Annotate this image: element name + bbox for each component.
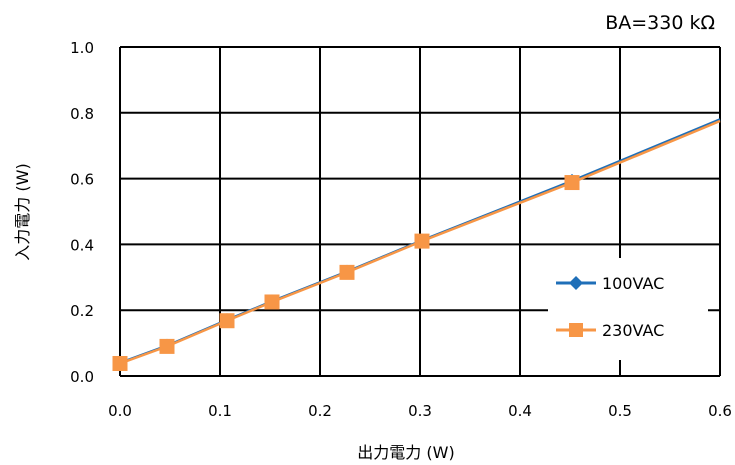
legend-marker-230vac <box>569 323 583 337</box>
legend-marker-100vac <box>569 276 583 290</box>
data-point-230vac <box>112 355 128 371</box>
x-tick-label: 0.5 <box>608 402 632 420</box>
y-tick-label: 1.0 <box>70 39 94 57</box>
tick-labels: 0.0 0.1 0.2 0.3 0.4 0.5 0.6 0.0 0.2 0.4 0.6 0.8 1.0 <box>70 39 732 420</box>
annotation-label: BA=330 kΩ <box>605 12 715 34</box>
y-tick-label: 0.0 <box>70 368 94 386</box>
data-point-230vac <box>339 264 355 280</box>
legend-label-230vac: 230VAC <box>602 321 664 340</box>
series-line-230vac <box>119 119 721 365</box>
data-point-230vac <box>219 313 235 329</box>
x-tick-label: 0.3 <box>408 402 432 420</box>
series-layer <box>112 118 721 371</box>
legend-background <box>548 258 708 360</box>
annotation-background <box>558 4 726 42</box>
legend-label-100vac: 100VAC <box>602 274 664 293</box>
data-point-230vac <box>159 338 175 354</box>
x-tick-label: 0.0 <box>108 402 132 420</box>
data-point-230vac <box>264 294 280 310</box>
y-tick-label: 0.6 <box>70 171 94 189</box>
data-point-230vac <box>414 233 430 249</box>
grid-lines <box>119 46 721 377</box>
x-axis-title: 出力電力 (W) <box>357 443 454 462</box>
y-tick-label: 0.8 <box>70 105 94 123</box>
y-tick-label: 0.4 <box>70 236 94 254</box>
x-tick-label: 0.6 <box>708 402 732 420</box>
x-tick-label: 0.1 <box>208 402 232 420</box>
y-tick-label: 0.2 <box>70 302 94 320</box>
legend: 100VAC 230VAC <box>548 258 708 360</box>
x-tick-label: 0.4 <box>508 402 532 420</box>
x-tick-label: 0.2 <box>308 402 332 420</box>
y-axis-title: 入力電力 (W) <box>13 163 32 260</box>
data-point-230vac <box>564 175 580 191</box>
